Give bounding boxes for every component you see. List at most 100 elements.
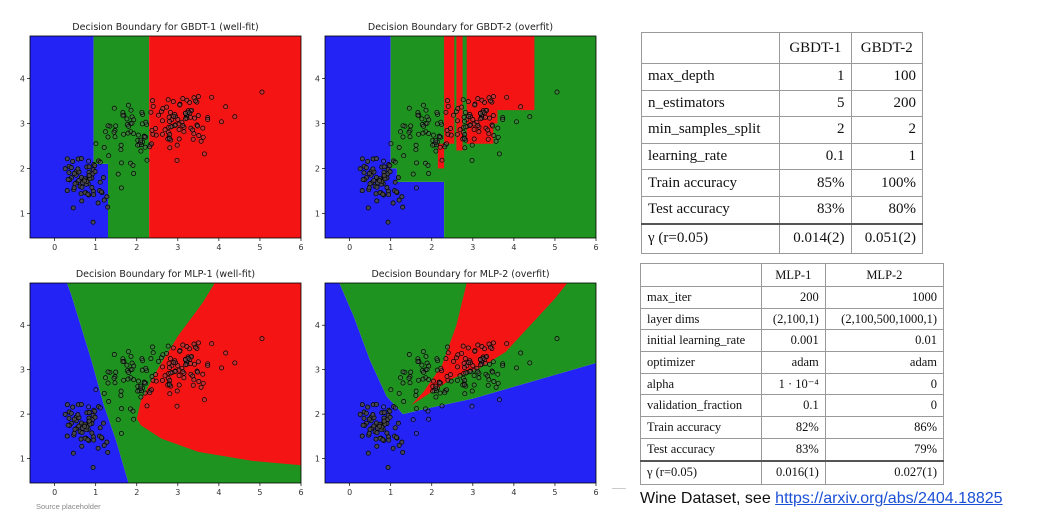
mlp-row: Train accuracy 82% 86%: [640, 416, 945, 439]
gbdt-value-cell: 2: [779, 116, 852, 144]
data-point: [104, 439, 110, 445]
data-point: [156, 112, 161, 118]
mlp-row: max_iter 200 1000: [640, 286, 945, 309]
data-point: [359, 188, 365, 194]
data-point: [421, 369, 427, 375]
gbdt-row: min_samples_split 2 2: [640, 116, 924, 144]
gbdt-value-cell: 100: [850, 63, 924, 91]
x-tick-label: 5: [257, 488, 262, 497]
data-point: [500, 363, 506, 369]
data-point: [518, 104, 524, 110]
data-point: [97, 159, 103, 165]
data-point: [380, 191, 386, 197]
data-point: [471, 373, 477, 378]
data-point: [126, 369, 132, 375]
y-tick-label: 4: [315, 321, 320, 330]
data-point: [95, 200, 101, 206]
data-point: [131, 377, 137, 383]
data-point: [79, 430, 85, 436]
data-point: [128, 353, 134, 359]
data-point: [448, 132, 454, 138]
data-point: [514, 119, 519, 125]
data-point: [365, 158, 371, 164]
data-point: [478, 357, 483, 363]
data-point: [75, 412, 81, 418]
data-point: [135, 132, 141, 138]
arxiv-link[interactable]: https://arxiv.org/abs/2404.18825: [775, 490, 1003, 507]
data-point: [361, 415, 367, 421]
data-point: [462, 391, 468, 397]
mlp-header-blank: [640, 263, 762, 287]
region-red: [411, 283, 568, 406]
data-point: [167, 365, 172, 370]
data-point: [111, 375, 117, 381]
y-tick-label: 4: [20, 321, 25, 330]
data-point: [496, 151, 502, 157]
data-point: [119, 406, 124, 412]
data-point: [430, 132, 436, 138]
gbdt-value-cell: 83%: [779, 195, 852, 225]
data-point: [421, 123, 427, 129]
plot-frame: [29, 282, 302, 484]
data-point: [387, 408, 393, 414]
data-point: [138, 383, 144, 389]
region-green: [390, 36, 596, 238]
gbdt-param-label: Test accuracy: [640, 195, 781, 225]
data-point: [396, 197, 402, 203]
data-point: [410, 417, 416, 423]
data-point: [139, 356, 145, 362]
x-tick-label: 0: [52, 488, 57, 497]
data-point: [495, 371, 501, 377]
data-point: [366, 171, 372, 176]
mlp-row: initial learning_rate 0.001 0.01: [640, 329, 945, 353]
data-point: [174, 142, 180, 148]
data-point: [462, 378, 468, 383]
data-point: [407, 380, 413, 386]
data-point: [478, 362, 484, 368]
x-tick-label: 4: [216, 243, 221, 252]
data-point: [475, 342, 481, 348]
data-point: [86, 410, 92, 415]
data-point: [467, 369, 473, 375]
data-point: [385, 219, 391, 225]
data-point: [527, 114, 533, 120]
mlp-value-cell: (2,100,1): [760, 307, 826, 331]
mlp-value-cell: 1 · 10⁻⁴: [760, 372, 826, 396]
data-point: [374, 184, 380, 190]
data-point: [95, 445, 101, 451]
gbdt-row: γ (r=0.05) 0.014(2) 0.051(2): [640, 222, 924, 254]
data-point: [381, 418, 387, 424]
data-point: [70, 205, 76, 211]
data-point: [373, 401, 379, 407]
data-point: [419, 362, 425, 368]
data-point: [91, 437, 97, 443]
data-point: [119, 160, 124, 166]
data-point: [462, 356, 468, 362]
decision-regions: [325, 36, 596, 238]
data-point: [504, 341, 510, 347]
region-blue: [325, 283, 596, 483]
data-point: [471, 382, 477, 388]
data-point: [99, 434, 104, 440]
gbdt-param-label: γ (r=0.05): [640, 222, 781, 254]
data-point: [177, 348, 183, 354]
data-point: [433, 383, 439, 389]
data-point: [198, 138, 204, 144]
data-point: [454, 377, 460, 383]
data-point: [462, 118, 467, 124]
x-tick-label: 0: [347, 243, 352, 252]
y-tick-label: 3: [20, 120, 25, 129]
data-point: [195, 94, 201, 99]
data-point: [476, 129, 482, 135]
data-point: [100, 175, 106, 181]
data-point: [131, 131, 137, 137]
data-point: [414, 406, 419, 412]
data-point: [105, 134, 111, 140]
data-point: [174, 388, 180, 394]
data-point: [232, 360, 238, 366]
data-point: [105, 380, 111, 386]
data-point: [424, 120, 430, 126]
decision-regions: [30, 36, 301, 238]
data-point: [167, 378, 173, 383]
data-point: [195, 369, 201, 375]
